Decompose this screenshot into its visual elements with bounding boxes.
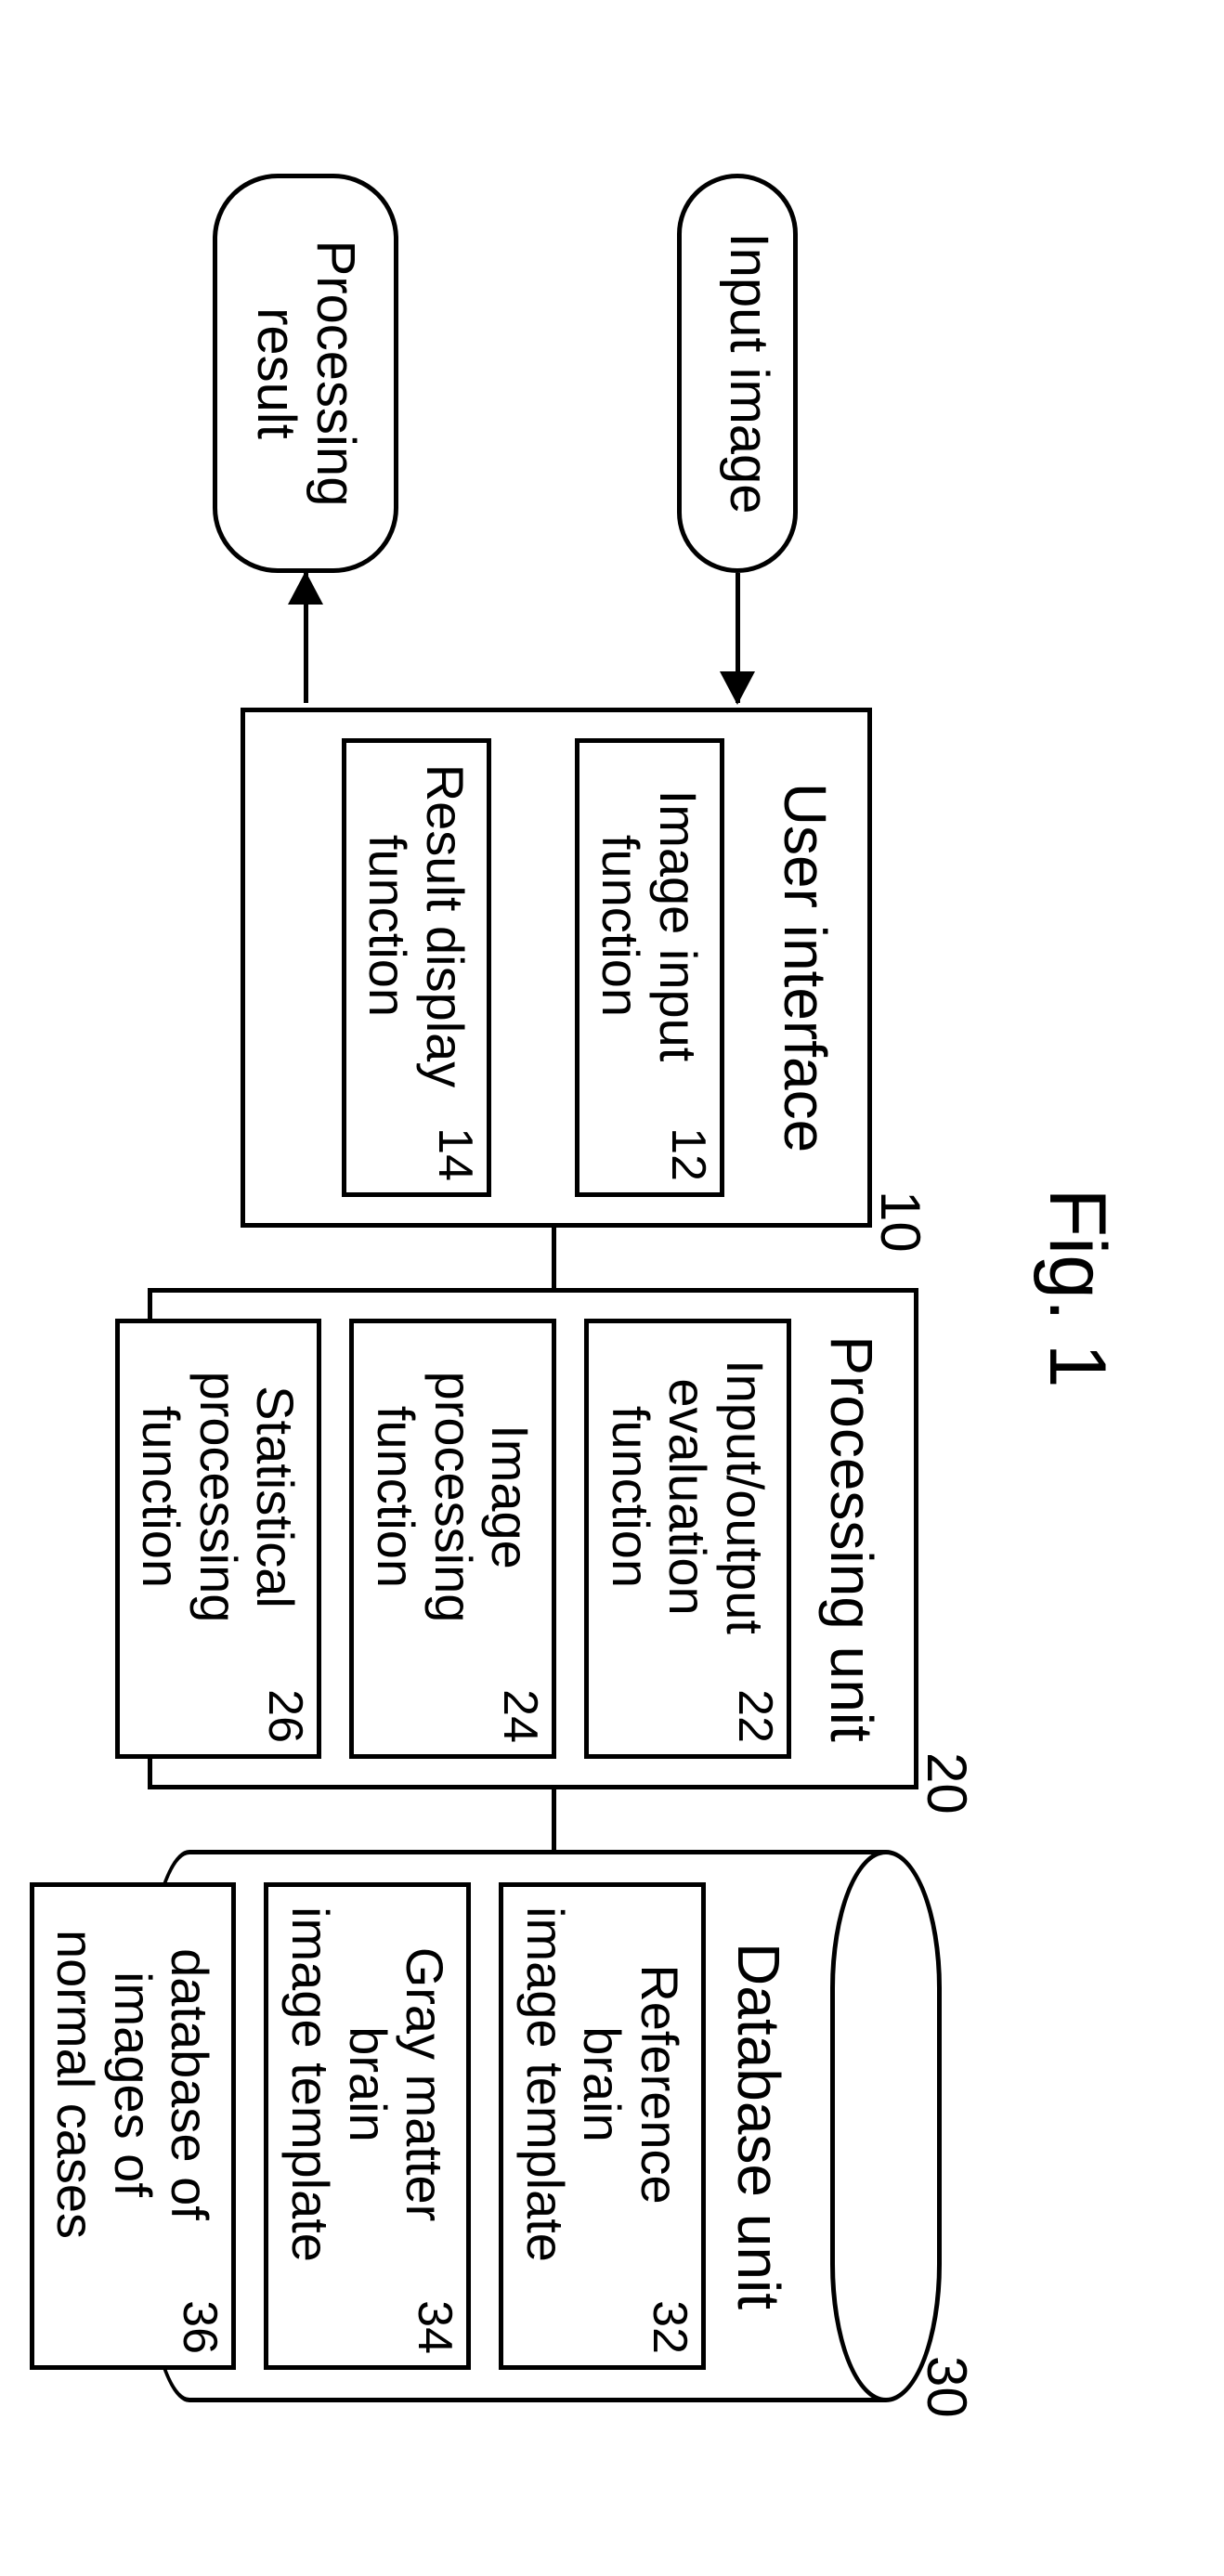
result-display-function-label: Result display function	[359, 758, 474, 1177]
figure-title: Fig. 1	[1031, 1188, 1123, 1387]
image-processing-function-box: 24 Image processing function	[349, 1319, 556, 1759]
ref-34: 34	[408, 2300, 461, 2354]
ref-22: 22	[728, 1689, 781, 1743]
ref-36: 36	[173, 2300, 226, 2354]
processing-unit: Processing unit 22 Input/output evaluati…	[148, 1288, 918, 1789]
database-unit-title: Database unit	[724, 1882, 793, 2370]
image-input-function-box: 12 Image input function	[575, 738, 724, 1197]
statistical-processing-function-box: 26 Statistical processing function	[115, 1319, 322, 1759]
processing-result-pill: Processing result	[213, 174, 398, 573]
arrow-ui-to-output	[304, 573, 308, 703]
cylinder-body: Database unit 32 Reference brain image t…	[134, 1850, 886, 2402]
figure-1-diagram: Fig. 1 Input image Processing result Use…	[55, 174, 1169, 2402]
io-evaluation-function-box: 22 Input/output evaluation function	[584, 1319, 791, 1759]
ref-12: 12	[661, 1127, 714, 1181]
io-evaluation-function-label: Input/output evaluation function	[602, 1338, 774, 1739]
arrow-head-icon	[288, 571, 323, 605]
ref-30: 30	[915, 2356, 979, 2418]
ref-14: 14	[428, 1127, 481, 1181]
gray-matter-template-box: 34 Gray matter brain image template	[264, 1882, 471, 2370]
statistical-processing-function-label: Statistical processing function	[133, 1338, 305, 1739]
user-interface-title: User interface	[771, 738, 840, 1197]
reference-brain-template-box: 32 Reference brain image template	[499, 1882, 706, 2370]
user-interface-unit: User interface 12 Image input function 1…	[241, 708, 872, 1228]
ref-10: 10	[868, 1190, 932, 1253]
reference-brain-template-label: Reference brain image template	[516, 1902, 688, 2350]
arrow-head-icon	[720, 671, 755, 705]
cylinder-top-icon	[830, 1850, 942, 2402]
database-unit: Database unit 32 Reference brain image t…	[134, 1850, 942, 2402]
processing-result-label: Processing result	[246, 241, 365, 507]
input-image-label: Input image	[719, 232, 779, 514]
ref-26: 26	[258, 1689, 311, 1743]
normal-cases-db-box: 36 database of images of normal cases	[30, 1882, 237, 2370]
input-image-pill: Input image	[677, 174, 798, 573]
normal-cases-db-label: database of images of normal cases	[47, 1902, 219, 2350]
connector-proc-db	[552, 1789, 556, 1850]
gray-matter-template-label: Gray matter brain image template	[281, 1902, 453, 2350]
ref-32: 32	[643, 2300, 696, 2354]
image-input-function-label: Image input function	[592, 758, 707, 1177]
result-display-function-box: 14 Result display function	[342, 738, 491, 1197]
connector-ui-proc	[552, 1228, 556, 1288]
arrow-input-to-ui	[736, 573, 740, 703]
ref-20: 20	[915, 1752, 979, 1815]
ref-24: 24	[493, 1689, 546, 1743]
processing-unit-title: Processing unit	[817, 1319, 886, 1759]
image-processing-function-label: Image processing function	[367, 1338, 539, 1739]
